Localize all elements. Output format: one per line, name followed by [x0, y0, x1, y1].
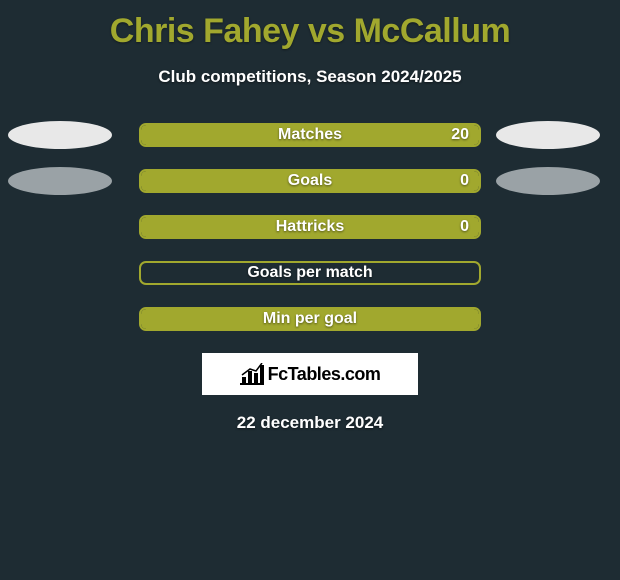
stat-row: Min per goal: [0, 307, 620, 331]
stat-rows: Matches 20 Goals 0 Hattricks 0 Goals per match…: [0, 123, 620, 331]
stat-value-right: 0: [460, 218, 469, 236]
stat-label: Hattricks: [276, 218, 344, 236]
stat-bar: Goals per match: [139, 261, 481, 285]
stat-row: Goals per match: [0, 261, 620, 285]
stat-label: Min per goal: [263, 310, 357, 328]
logo-text: FcTables.com: [268, 364, 381, 385]
right-ellipse: [496, 167, 600, 195]
left-ellipse: [8, 121, 112, 149]
page-subtitle: Club competitions, Season 2024/2025: [0, 67, 620, 87]
stat-bar: Min per goal: [139, 307, 481, 331]
stat-bar: Hattricks 0: [139, 215, 481, 239]
stat-label: Goals per match: [247, 264, 372, 282]
right-ellipse: [496, 121, 600, 149]
stat-label: Matches: [278, 126, 342, 144]
logo: FcTables.com: [240, 363, 381, 385]
stat-row: Matches 20: [0, 123, 620, 147]
stat-bar: Goals 0: [139, 169, 481, 193]
logo-box: FcTables.com: [202, 353, 418, 395]
stat-row: Hattricks 0: [0, 215, 620, 239]
left-ellipse: [8, 167, 112, 195]
date-text: 22 december 2024: [0, 413, 620, 433]
bars-icon: [240, 363, 264, 385]
stat-value-right: 0: [460, 172, 469, 190]
stat-bar: Matches 20: [139, 123, 481, 147]
stat-label: Goals: [288, 172, 332, 190]
page-title: Chris Fahey vs McCallum: [0, 0, 620, 51]
stat-value-right: 20: [451, 126, 469, 144]
stat-row: Goals 0: [0, 169, 620, 193]
